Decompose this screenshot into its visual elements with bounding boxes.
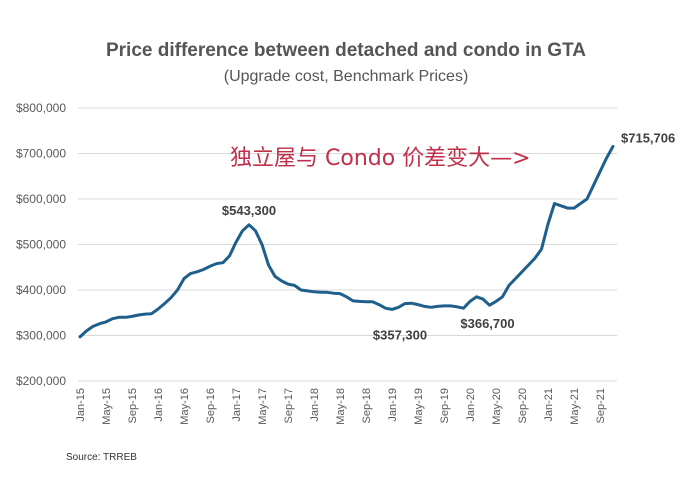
series-line xyxy=(78,144,615,339)
y-tick-label: $800,000 xyxy=(16,101,66,115)
x-tick-label: Jan-15 xyxy=(75,388,87,422)
y-tick-label: $400,000 xyxy=(16,283,66,297)
x-tick-label: Jan-16 xyxy=(153,388,165,422)
x-tick-label: Jan-21 xyxy=(543,388,555,422)
gridlines xyxy=(78,107,617,382)
data-label: $543,300 xyxy=(222,203,276,218)
y-tick-label: $500,000 xyxy=(16,238,66,252)
x-tick-label: Jan-20 xyxy=(465,388,477,422)
annotation-text: 独立屋与 Condo 价差变大—> xyxy=(230,146,531,171)
data-labels: $543,300 $357,300 $366,700 $715,706 xyxy=(222,130,675,342)
data-label: $366,700 xyxy=(460,316,514,331)
x-axis-ticks: Jan-15 May-15 Sep-15 Jan-16 May-16 Sep-16 Jan-… xyxy=(75,388,607,425)
x-tick-label: May-19 xyxy=(413,388,425,425)
x-tick-label: Sep-18 xyxy=(361,388,373,423)
x-tick-label: Sep-15 xyxy=(127,388,139,423)
y-tick-label: $300,000 xyxy=(16,329,66,343)
y-tick-label: $600,000 xyxy=(16,192,66,206)
x-tick-label: May-15 xyxy=(101,388,113,425)
chart-subtitle: (Upgrade cost, Benchmark Prices) xyxy=(223,68,469,85)
data-label: $357,300 xyxy=(373,327,427,342)
x-tick-label: Sep-19 xyxy=(439,388,451,423)
x-tick-label: May-18 xyxy=(335,388,347,425)
x-tick-label: Sep-21 xyxy=(595,388,607,423)
data-label: $715,706 xyxy=(621,130,675,145)
x-tick-label: May-17 xyxy=(257,388,269,425)
x-tick-label: Sep-16 xyxy=(205,388,217,423)
source-note: Source: TRREB xyxy=(66,452,137,463)
x-tick-label: Jan-17 xyxy=(231,388,243,422)
x-tick-label: Sep-17 xyxy=(283,388,295,423)
x-tick-label: May-16 xyxy=(179,388,191,425)
y-tick-label: $700,000 xyxy=(16,147,66,161)
x-tick-label: May-21 xyxy=(569,388,581,425)
y-tick-label: $200,000 xyxy=(16,374,66,388)
y-axis-ticks: $200,000 $300,000 $400,000 $500,000 $600,000… xyxy=(16,101,66,388)
x-tick-label: May-20 xyxy=(491,388,503,425)
x-tick-label: Sep-20 xyxy=(517,388,529,423)
x-tick-label: Jan-19 xyxy=(387,388,399,422)
x-tick-label: Jan-18 xyxy=(309,388,321,422)
chart-title: Price difference between detached and co… xyxy=(105,40,587,61)
